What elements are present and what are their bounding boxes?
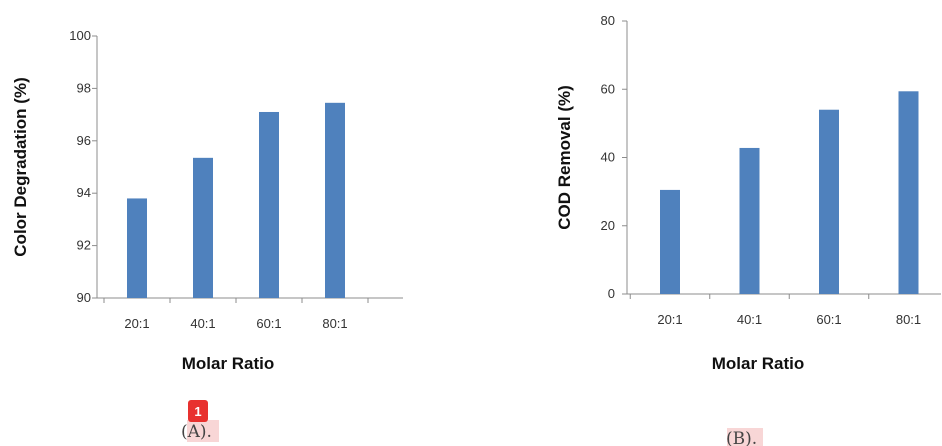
caption-a-highlight	[187, 420, 219, 442]
x-tick-label: 20:1	[657, 312, 682, 327]
x-axis-title: Molar Ratio	[712, 354, 805, 373]
bar	[193, 157, 213, 298]
y-tick-label: 98	[77, 80, 91, 95]
y-axis-title: Color Degradation (%)	[11, 77, 30, 256]
bar	[660, 189, 680, 294]
y-tick-label: 90	[77, 290, 91, 305]
x-tick-label: 20:1	[124, 316, 149, 331]
x-tick-label: 60:1	[256, 316, 281, 331]
x-tick-label: 40:1	[737, 312, 762, 327]
chart-b: 0 20 40 60 80 20:1 40:1 60:1 80:1 COD Removal (%)…	[555, 13, 941, 373]
x-axis-title: Molar Ratio	[182, 354, 275, 373]
bar	[259, 111, 279, 298]
y-tick-label: 60	[601, 81, 615, 96]
y-tick-label: 94	[77, 185, 91, 200]
bar	[898, 91, 919, 294]
y-tick-label: 96	[77, 133, 91, 148]
y-tick-label: 80	[601, 13, 615, 28]
bar	[325, 102, 345, 298]
y-tick-label: 40	[601, 150, 615, 165]
caption-b: (B).	[726, 429, 757, 446]
bar	[819, 109, 839, 294]
y-tick-label: 92	[77, 238, 91, 253]
caption-a: (A).	[181, 422, 212, 442]
y-tick-label: 100	[69, 28, 91, 43]
x-tick-label: 80:1	[896, 312, 921, 327]
bar	[739, 147, 760, 294]
y-tick-label: 20	[601, 218, 615, 233]
bar	[127, 198, 147, 298]
x-tick-label: 40:1	[190, 316, 215, 331]
y-axis-title: COD Removal (%)	[555, 85, 574, 230]
chart-a: 90 92 94 96 98 100 20:1 40:1 60:1 80:1 Color Degra…	[11, 28, 403, 373]
annotation-badge[interactable]	[188, 400, 208, 422]
caption-b-highlight	[727, 428, 763, 446]
x-tick-label: 80:1	[322, 316, 347, 331]
annotation-badge-label: 1	[194, 404, 201, 419]
y-tick-label: 0	[608, 286, 615, 301]
x-tick-label: 60:1	[816, 312, 841, 327]
